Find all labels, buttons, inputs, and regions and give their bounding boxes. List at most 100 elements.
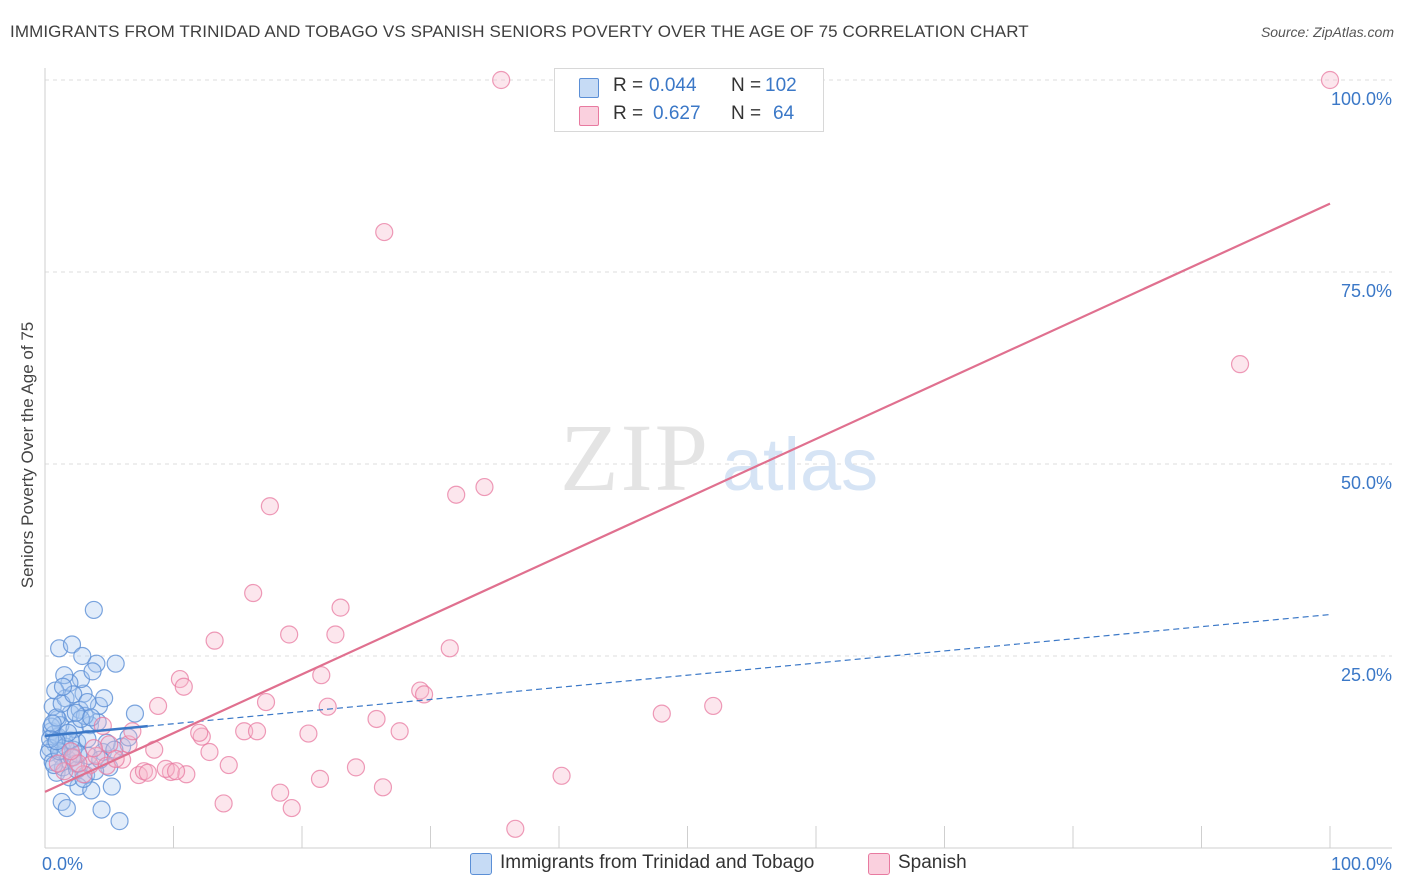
- trend-line-immigrants: [44, 724, 148, 738]
- r-label: R =: [613, 75, 644, 96]
- point-immigrants: [84, 600, 103, 620]
- point-spanish: [205, 631, 224, 650]
- point-spanish: [318, 697, 337, 716]
- point-spanish: [148, 696, 168, 716]
- point-immigrants: [110, 812, 129, 831]
- point-spanish: [247, 722, 267, 741]
- point-spanish: [260, 497, 279, 516]
- point-spanish: [312, 666, 331, 685]
- n-label: N =: [731, 103, 762, 124]
- point-immigrants: [125, 704, 145, 723]
- point-spanish: [138, 763, 157, 782]
- point-spanish: [1230, 355, 1250, 374]
- source-credit: Source: ZipAtlas.com: [1260, 24, 1394, 40]
- point-spanish: [367, 709, 386, 729]
- y-axis-label: Seniors Poverty Over the Age of 75: [18, 321, 37, 589]
- point-immigrants: [57, 798, 76, 818]
- point-immigrants: [53, 677, 73, 696]
- point-immigrants: [83, 662, 102, 681]
- legend-label: Immigrants from Trinidad and Tobago: [500, 852, 815, 873]
- point-spanish: [61, 742, 80, 761]
- point-immigrants: [105, 740, 124, 759]
- axes: [44, 68, 1392, 849]
- point-spanish: [414, 685, 434, 704]
- point-spanish: [310, 769, 330, 788]
- n-label: N =: [731, 75, 762, 96]
- point-spanish: [447, 485, 466, 504]
- point-spanish: [375, 222, 394, 242]
- point-spanish: [219, 755, 238, 775]
- point-spanish: [235, 722, 254, 741]
- r-value: 0.627: [653, 103, 701, 124]
- point-spanish: [652, 704, 671, 723]
- point-spanish: [440, 639, 459, 658]
- point-spanish: [177, 765, 196, 784]
- gridlines: [45, 79, 1392, 657]
- point-spanish: [475, 477, 494, 497]
- point-immigrants: [73, 646, 92, 666]
- point-spanish: [174, 677, 193, 696]
- point-spanish: [84, 739, 103, 758]
- point-spanish: [123, 722, 142, 741]
- point-spanish: [190, 723, 209, 742]
- r-label: R =: [613, 103, 644, 124]
- chart-title: IMMIGRANTS FROM TRINIDAD AND TOBAGO VS S…: [10, 22, 1029, 41]
- point-immigrants: [92, 800, 111, 819]
- trend-line-immigrants-dashed: [147, 613, 1331, 727]
- point-spanish: [373, 778, 393, 797]
- point-spanish: [166, 762, 186, 781]
- point-spanish: [492, 70, 511, 90]
- watermark-atlas: atlas: [722, 423, 878, 506]
- n-value: 64: [773, 103, 795, 124]
- n-value: 102: [765, 75, 797, 96]
- correlation-legend: R = 0.044 N = 102 R = 0.627 N = 64: [554, 68, 824, 132]
- point-spanish: [390, 722, 409, 741]
- point-immigrants: [62, 635, 82, 654]
- watermark-zip: ZIP: [560, 404, 710, 511]
- legend-swatch-pink: [579, 106, 599, 126]
- point-immigrants: [78, 692, 97, 712]
- point-spanish: [552, 766, 571, 785]
- point-spanish: [161, 762, 181, 782]
- legend-swatch-blue: [579, 78, 599, 98]
- x-tick-label: 0.0%: [42, 854, 83, 874]
- point-spanish: [331, 598, 350, 617]
- series-immigrants-points: [39, 600, 145, 831]
- point-immigrants: [95, 689, 114, 708]
- point-immigrants: [66, 703, 85, 722]
- y-tick-label: 75.0%: [1341, 281, 1392, 301]
- x-tick-label: 100.0%: [1331, 854, 1392, 874]
- point-spanish: [200, 742, 219, 762]
- point-spanish: [506, 819, 525, 838]
- y-tick-label: 50.0%: [1341, 473, 1392, 493]
- trend-lines: [44, 202, 1331, 793]
- point-spanish: [271, 783, 290, 802]
- point-spanish: [282, 798, 301, 818]
- series-spanish-points: [48, 70, 1340, 838]
- point-spanish: [299, 724, 318, 743]
- point-spanish: [244, 583, 263, 603]
- point-immigrants: [102, 777, 121, 796]
- legend-swatch-pink: [868, 853, 890, 875]
- point-spanish: [346, 758, 366, 777]
- tick-labels: 25.0% 50.0% 75.0% 100.0% 0.0% 100.0%: [42, 89, 1392, 874]
- point-immigrants: [55, 666, 74, 685]
- point-immigrants: [43, 714, 62, 733]
- point-immigrants: [106, 654, 125, 673]
- legend-swatch-blue: [470, 853, 492, 875]
- point-spanish: [256, 692, 276, 712]
- y-tick-label: 100.0%: [1331, 89, 1392, 109]
- trend-line-spanish: [44, 202, 1331, 793]
- point-spanish: [48, 754, 67, 773]
- point-immigrants: [47, 732, 66, 751]
- point-spanish: [1320, 70, 1340, 90]
- watermark: ZIP atlas: [560, 404, 878, 511]
- point-spanish: [326, 625, 345, 644]
- point-immigrants: [64, 685, 83, 704]
- point-spanish: [280, 625, 299, 644]
- point-spanish: [214, 794, 233, 813]
- point-spanish: [704, 696, 723, 716]
- y-tick-label: 25.0%: [1341, 665, 1392, 685]
- r-value: 0.044: [649, 75, 697, 96]
